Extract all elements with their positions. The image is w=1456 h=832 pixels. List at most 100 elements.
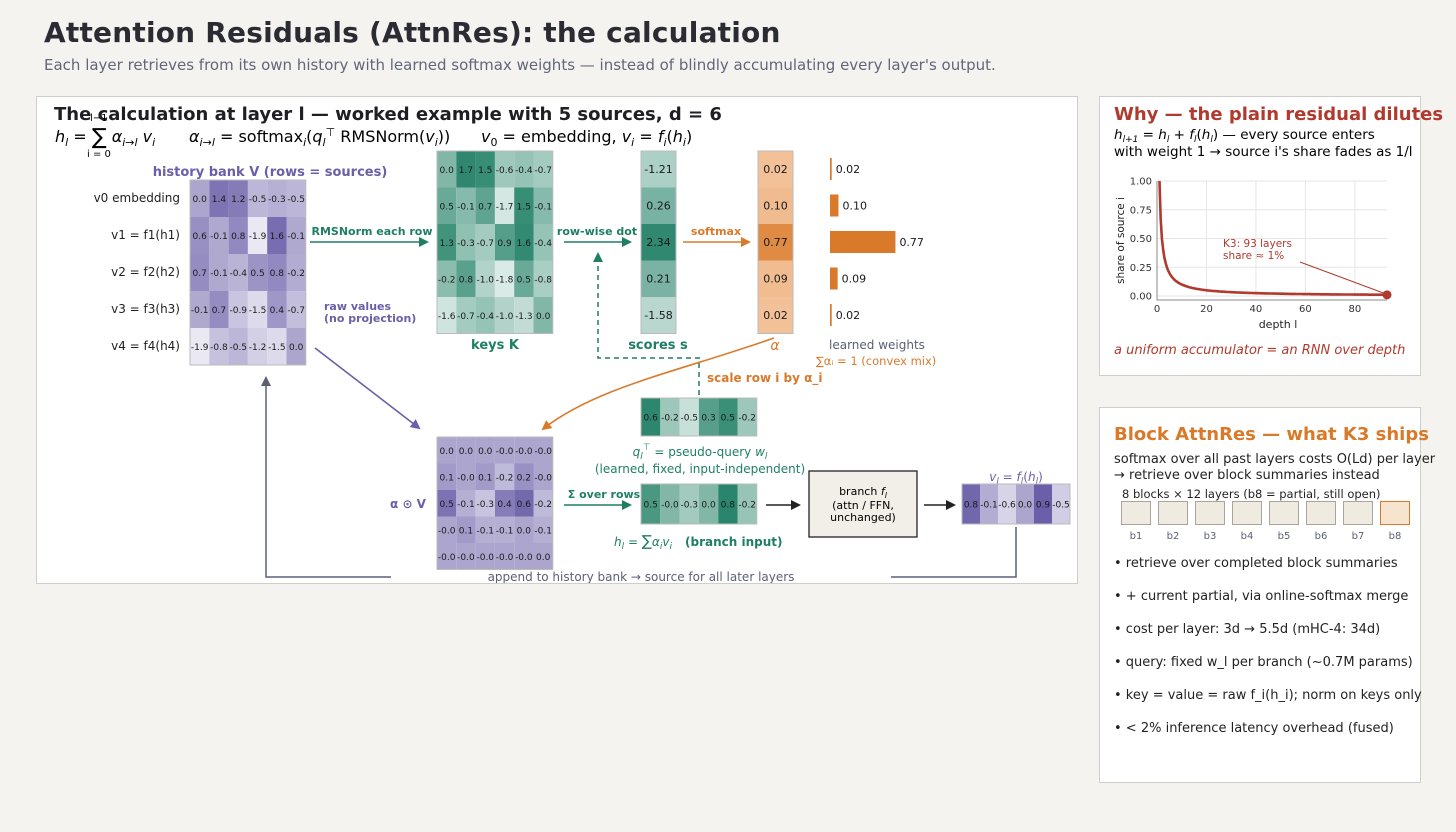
keys-value: -1.0 xyxy=(496,312,514,322)
scores-cell xyxy=(641,224,676,261)
main-panel: The calculation at layer l — worked exam… xyxy=(36,96,1078,584)
weighted-cell xyxy=(533,490,553,517)
history-bank-value: 0.6 xyxy=(192,232,207,242)
keys-value: 0.0 xyxy=(439,166,454,176)
why-footer: a uniform accumulator = an RNN over dept… xyxy=(1114,343,1406,358)
branch-input-value: 0.0 xyxy=(701,501,716,511)
weighted-cell xyxy=(533,516,553,543)
history-bank-cell xyxy=(190,328,210,365)
weighted-value: -0.0 xyxy=(457,473,475,483)
block-title: Block AttnRes — what K3 ships xyxy=(1114,424,1429,445)
query-cell xyxy=(641,398,661,436)
history-bank-value: -1.9 xyxy=(191,343,209,353)
history-bank-cell xyxy=(247,217,268,254)
block-label: b5 xyxy=(1277,531,1291,542)
main-panel-title: The calculation at layer l — worked exam… xyxy=(54,104,722,125)
weighted-cell xyxy=(494,543,515,570)
block-label: b2 xyxy=(1166,531,1180,542)
history-bank-value: 1.2 xyxy=(231,195,245,205)
branch-input-cell xyxy=(641,484,661,524)
keys-cell xyxy=(456,297,476,334)
output-cell xyxy=(1052,484,1070,524)
block-bullet: • query: fixed w_l per branch (~0.7M par… xyxy=(1114,655,1413,670)
keys-value: -0.1 xyxy=(457,202,475,212)
keys-cell xyxy=(437,297,457,334)
scores-cell xyxy=(641,187,676,224)
weighted-value: -0.0 xyxy=(457,553,475,563)
dilution-chart: 0 20 40 60 80 0.00 0.25 0.50 0.75 1.00 K3: 93 laye… xyxy=(1115,177,1392,331)
branch-input-label: (branch input) xyxy=(685,535,782,549)
block-box xyxy=(1195,501,1225,525)
chart-x-tick: 80 xyxy=(1348,304,1361,315)
keys-cell xyxy=(456,187,476,224)
keys-value: 0.7 xyxy=(478,202,492,212)
weighted-value: 0.0 xyxy=(536,553,551,563)
history-bank-value: -0.1 xyxy=(210,269,228,279)
append-label: append to history bank → source for all … xyxy=(488,570,795,583)
weighted-value: -0.1 xyxy=(496,526,514,536)
keys-cell xyxy=(514,151,534,188)
history-bank-value: 1.4 xyxy=(212,195,227,205)
output-cell xyxy=(1016,484,1034,524)
keys-cell xyxy=(437,151,457,188)
query-cell xyxy=(660,398,680,436)
chart-annotation-line xyxy=(1299,261,1384,294)
keys-value: -0.3 xyxy=(457,239,475,249)
keys-cell xyxy=(533,224,553,261)
branch-input-value: 0.8 xyxy=(721,501,736,511)
sum-rows-label: Σ over rows xyxy=(568,488,641,501)
history-bank-cell xyxy=(228,180,248,217)
history-row-label: v2 = f2(h2) xyxy=(111,265,180,279)
scores-value: 2.34 xyxy=(646,236,671,249)
keys-value: -0.4 xyxy=(476,312,494,322)
weighted-value: -0.0 xyxy=(515,447,533,457)
keys-cell xyxy=(533,187,553,224)
keys-value: -0.8 xyxy=(534,275,552,285)
weighted-value: 0.0 xyxy=(459,447,474,457)
weighted-value: -0.3 xyxy=(476,500,494,510)
scores-cell xyxy=(641,151,676,188)
append-path-right xyxy=(891,527,1017,578)
history-bank-cell xyxy=(286,291,306,328)
output-cell xyxy=(998,484,1016,524)
why-line-1: hl+1 = hl + fl(hl) — every source enters xyxy=(1114,127,1375,145)
alpha-cell xyxy=(758,187,793,224)
weighted-label: α ⊙ V xyxy=(390,497,427,511)
keys-value: 0.5 xyxy=(439,202,453,212)
scores-cell xyxy=(641,260,676,297)
formula-alpha: αi→l = softmaxi(ql⊤ RMSNorm(vi)) xyxy=(189,126,450,149)
history-bank-cell xyxy=(209,217,229,254)
branch-box-line-2: (attn / FFN, xyxy=(832,499,894,512)
history-bank-cell xyxy=(267,254,287,291)
weighted-cell xyxy=(456,516,476,543)
branch-box-line-1: branch fl xyxy=(839,485,888,500)
alpha-cell xyxy=(758,260,793,297)
keys-value: 1.6 xyxy=(517,239,532,249)
output-value: -0.6 xyxy=(998,501,1016,511)
page-subtitle: Each layer retrieves from its own histor… xyxy=(44,56,996,74)
weighted-value: 0.1 xyxy=(439,473,453,483)
block-box xyxy=(1158,501,1188,525)
history-bank-value: -1.5 xyxy=(268,343,286,353)
history-bank-value: 0.0 xyxy=(289,343,304,353)
history-bank-cell xyxy=(286,217,306,254)
alpha-bar-label: 0.09 xyxy=(842,273,867,286)
alpha-bar xyxy=(830,304,832,326)
weighted-value: 0.0 xyxy=(517,526,532,536)
history-row-label: v1 = f1(h1) xyxy=(111,228,180,242)
branch-box xyxy=(808,470,918,538)
history-bank-cell xyxy=(286,254,306,291)
history-bank-value: -0.5 xyxy=(249,195,267,205)
history-bank-value: -0.2 xyxy=(287,269,305,279)
history-bank-value: -0.5 xyxy=(229,343,247,353)
weighted-cell xyxy=(456,543,476,570)
alpha-value: 0.02 xyxy=(763,163,788,176)
history-bank-cell xyxy=(286,180,306,217)
keys-cell xyxy=(456,260,476,297)
keys-value: -0.4 xyxy=(515,166,533,176)
branch-input-vector: 0.5 -0.0 -0.3 0.0 0.8 -0.2 xyxy=(640,483,758,525)
keys-cell xyxy=(533,260,553,297)
keys-cell xyxy=(475,260,495,297)
query-cell xyxy=(679,398,699,436)
keys-cell xyxy=(494,224,515,261)
